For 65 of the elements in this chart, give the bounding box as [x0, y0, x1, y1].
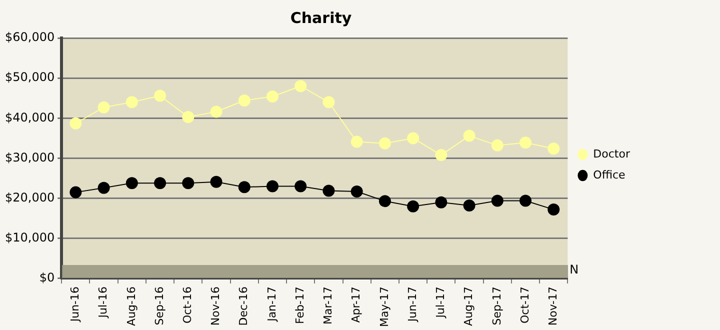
x-tick-label: Jun-17 [406, 286, 419, 323]
x-tick-label: Jan-17 [265, 286, 278, 322]
point [294, 80, 307, 92]
point [491, 194, 504, 207]
point [98, 101, 110, 114]
point [126, 96, 138, 108]
point [182, 110, 194, 123]
point [407, 200, 420, 212]
x-tick-label: Jun-16 [68, 286, 82, 323]
x-tick-label: Apr-17 [350, 286, 363, 323]
point [463, 200, 476, 212]
point [154, 177, 166, 190]
point [378, 195, 391, 208]
point [378, 137, 391, 150]
point [435, 196, 448, 208]
x-tick-label: Dec-16 [237, 286, 250, 326]
point [266, 90, 278, 103]
point [407, 132, 420, 144]
point [126, 177, 138, 190]
x-tick-label: Sep-17 [490, 286, 504, 326]
point [210, 176, 222, 188]
point [491, 139, 504, 152]
x-tick-label: Aug-16 [124, 286, 138, 326]
y-tick-label: $30,000 [5, 150, 55, 164]
x-tick-label: Aug-17 [462, 286, 476, 326]
x-tick-label: Nov-16 [209, 286, 222, 326]
point [322, 184, 335, 197]
point [350, 186, 363, 198]
point [520, 194, 532, 207]
point [210, 106, 222, 118]
point [548, 204, 560, 216]
point [266, 180, 278, 192]
point [182, 177, 194, 190]
legend-label: Doctor [593, 147, 630, 160]
x-tick-label: Mar-17 [322, 286, 335, 325]
point [70, 117, 82, 130]
x-tick-label: May-17 [378, 286, 391, 327]
point [435, 149, 448, 162]
x-tick-label: Jul-16 [96, 286, 110, 319]
legend-label: Office [593, 168, 626, 182]
text: N [570, 262, 579, 277]
point [70, 186, 82, 198]
point [350, 136, 363, 148]
x-tick-label: Nov-17 [546, 286, 560, 326]
y-tick-label: $40,000 [5, 110, 55, 124]
x-tick-label: Oct-16 [181, 286, 194, 324]
point [463, 130, 476, 142]
x-tick-label: Jul-17 [434, 286, 448, 319]
y-tick-label: $10,000 [5, 230, 55, 245]
x-tick-label: Feb-17 [293, 286, 306, 324]
point [322, 96, 335, 108]
point [520, 136, 532, 149]
point [294, 180, 307, 192]
x-tick-label: Sep-16 [152, 286, 166, 326]
y-tick-label: $60,000 [5, 30, 55, 44]
point [238, 94, 250, 107]
y-tick-label: $20,000 [5, 190, 55, 204]
point [548, 142, 560, 155]
y-tick-label: $0 [39, 270, 55, 285]
point [238, 181, 250, 194]
point [154, 90, 166, 102]
x-tick-label: Oct-17 [518, 286, 532, 324]
y-tick-label: $50,000 [5, 70, 55, 84]
chart-title: Charity [290, 8, 352, 27]
point [98, 182, 110, 194]
